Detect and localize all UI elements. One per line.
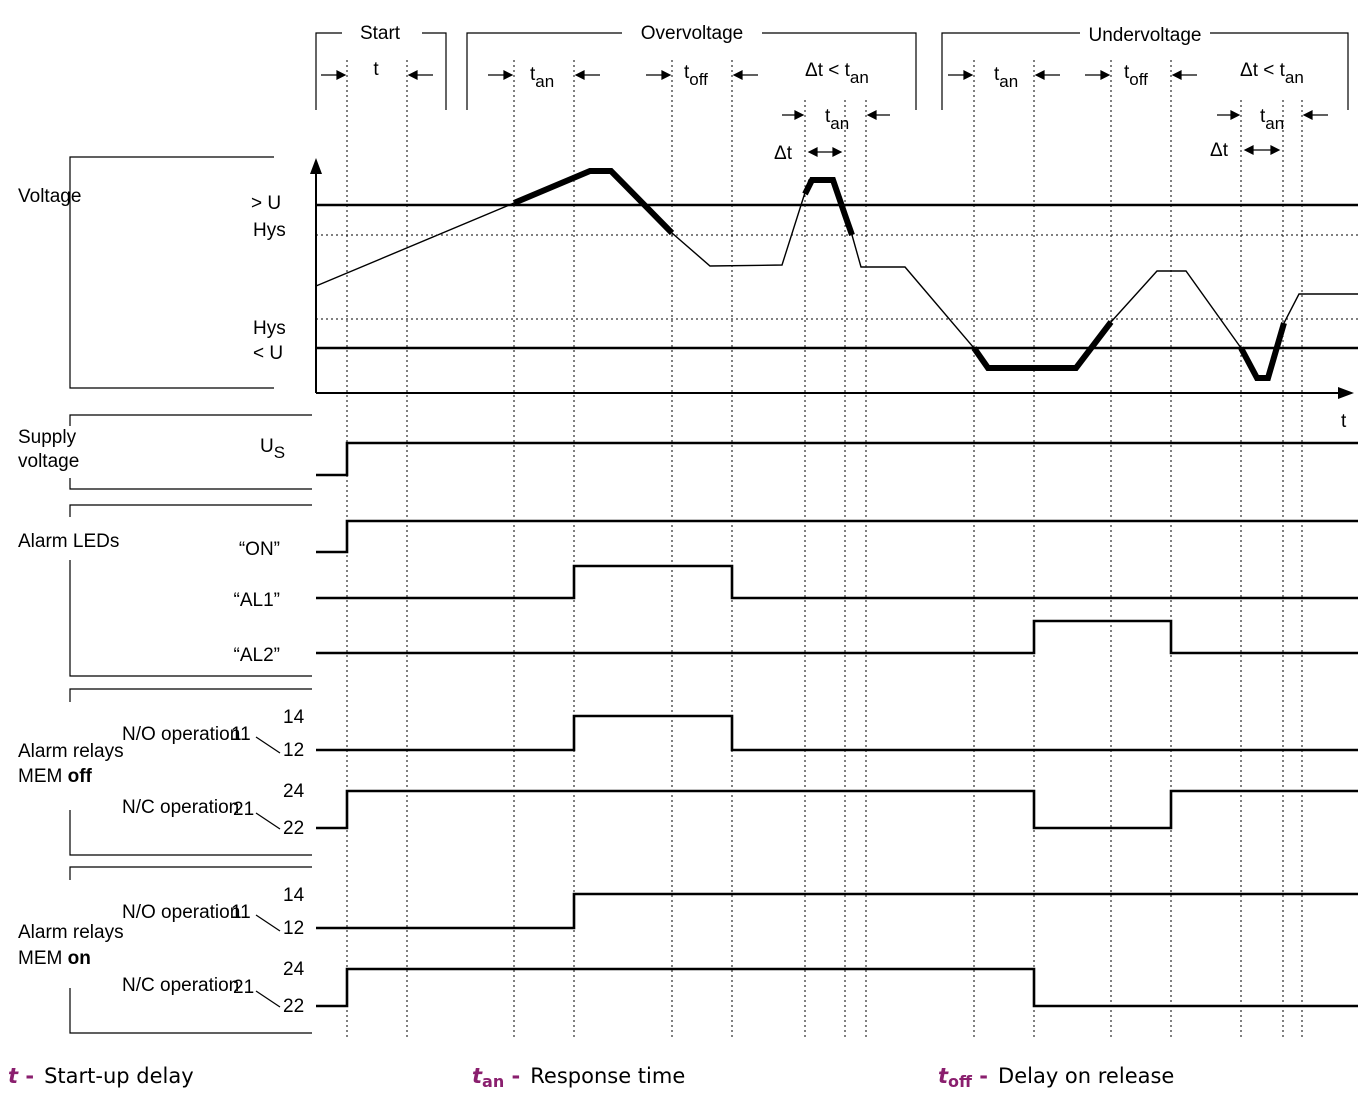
led-on-label: “ON” [239, 539, 280, 560]
time-axis-label: t [1341, 411, 1347, 432]
row-brackets [69, 156, 312, 1034]
supply-label-line2: voltage [18, 451, 79, 472]
over-toff-label: toff [684, 62, 708, 89]
start-delay-label: t [373, 59, 379, 80]
led-al1-label: “AL1” [234, 590, 280, 611]
mem-on-pin-12: 12 [283, 918, 304, 939]
led-signals [316, 519, 1358, 655]
mem-on-no-contact-symbol [255, 914, 281, 932]
mem-off-pin-12: 12 [283, 740, 304, 761]
mem-off-pin-14: 14 [283, 707, 305, 728]
legend-symbol-toff: toff [938, 1064, 972, 1091]
timing-diagram: Start Overvoltage Undervoltage t tan tof [18, 23, 1358, 1038]
relays-mem-on-label1: Alarm relays [18, 922, 124, 943]
mem-off-pin-24: 24 [283, 781, 305, 802]
led-al2-signal [316, 619, 1358, 655]
mem-on-nc-contact-symbol [255, 990, 281, 1008]
us-label: US [260, 436, 285, 462]
legend-text-delay-on-release: Delay on release [998, 1064, 1175, 1088]
mem-on-nc-operation-label: N/C operation [122, 975, 239, 996]
legend-text-response-time: Response time [530, 1064, 686, 1088]
voltage-plot [310, 158, 1358, 399]
legend-symbol-t: t [8, 1064, 19, 1088]
mem-off-no-operation-label: N/O operation [122, 724, 240, 745]
under-toff-label: toff [1124, 62, 1148, 89]
mem-off-pin-11: 11 [231, 724, 251, 745]
relays-mem-on-signals [316, 892, 1358, 1008]
under-delta-t-label: Δt [1210, 140, 1229, 161]
over-tan2-label: tan [825, 106, 849, 133]
led-al1-signal [316, 564, 1358, 600]
phase-brackets [315, 32, 1349, 110]
voltage-row-label: Voltage [18, 186, 81, 207]
under-tan-label: tan [994, 64, 1018, 91]
under-tan2-label: tan [1260, 106, 1284, 133]
mem-off-nc-contact-symbol [255, 812, 281, 830]
legend-response-time: tan - Response time [472, 1064, 686, 1091]
mem-on-pin-14: 14 [283, 885, 305, 906]
led-al2-label: “AL2” [234, 645, 280, 666]
supply-voltage-signal [316, 441, 1358, 477]
hys-upper-label: Hys [253, 220, 286, 241]
under-delta-lt-label: Δt < tan [1240, 60, 1304, 87]
mem-off-no-signal [316, 714, 1358, 752]
legend-start-up-delay: t - Start-up delay [8, 1064, 194, 1088]
mem-on-nc-signal [316, 967, 1358, 1008]
interval-arrows [321, 70, 1328, 157]
legend-symbol-tan: tan [472, 1064, 505, 1091]
relays-mem-on-label2: MEM on [18, 948, 91, 969]
under-u-label: < U [253, 343, 283, 364]
relays-mem-off-label2: MEM off [18, 766, 93, 787]
over-delta-t-label: Δt [774, 143, 793, 164]
over-u-label: > U [251, 193, 281, 214]
time-markers [346, 60, 1303, 1038]
mem-on-pin-24: 24 [283, 959, 305, 980]
supply-label-line1: Supply [18, 427, 77, 448]
mem-on-no-signal [316, 892, 1358, 930]
mem-on-pin-21: 21 [233, 977, 254, 998]
over-tan-label: tan [530, 64, 554, 91]
mem-off-no-contact-symbol [255, 736, 281, 754]
legend-text-start-up-delay: Start-up delay [44, 1064, 194, 1088]
phase-undervoltage-label: Undervoltage [1088, 25, 1201, 46]
legend-delay-on-release: toff - Delay on release [938, 1064, 1175, 1091]
mem-on-pin-22: 22 [283, 996, 304, 1017]
mem-off-pin-22: 22 [283, 818, 304, 839]
mem-off-nc-operation-label: N/C operation [122, 797, 239, 818]
mem-off-nc-signal [316, 789, 1358, 830]
phase-overvoltage-label: Overvoltage [641, 23, 743, 44]
hys-lower-label: Hys [253, 318, 286, 339]
mem-on-no-operation-label: N/O operation [122, 902, 240, 923]
mem-on-pin-11: 11 [231, 902, 251, 923]
led-on-signal [316, 519, 1358, 554]
phase-start-label: Start [360, 23, 401, 44]
relays-mem-off-label1: Alarm relays [18, 741, 124, 762]
mem-off-pin-21: 21 [233, 799, 254, 820]
relays-mem-off-signals [316, 714, 1358, 830]
over-delta-lt-label: Δt < tan [805, 60, 869, 87]
alarm-leds-label: Alarm LEDs [18, 531, 119, 552]
